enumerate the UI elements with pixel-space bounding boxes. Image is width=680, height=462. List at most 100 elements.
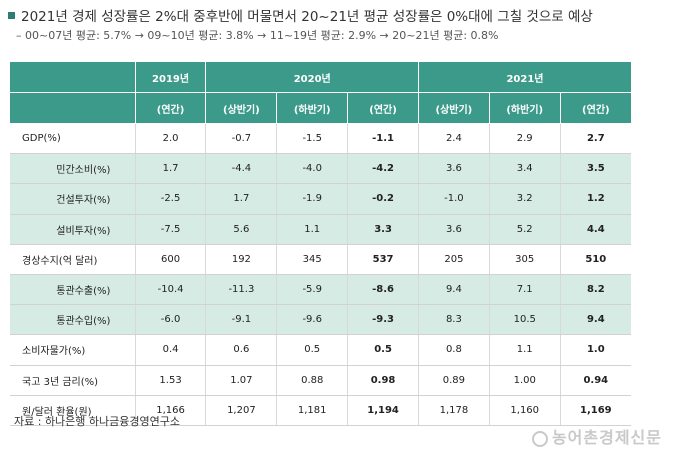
value-cell: 1,160 bbox=[489, 395, 561, 426]
watermark: 농어촌경제신문 bbox=[531, 424, 662, 448]
value-cell: 4.4 bbox=[560, 214, 631, 245]
value-cell: -0.2 bbox=[347, 183, 419, 215]
row-label: 민간소비(%) bbox=[10, 153, 136, 185]
value-cell: 3.6 bbox=[418, 214, 490, 245]
value-cell: 0.98 bbox=[347, 365, 419, 396]
value-cell: 537 bbox=[347, 244, 419, 275]
value-cell: 600 bbox=[135, 244, 207, 275]
value-cell: 0.88 bbox=[276, 365, 349, 396]
row-label: 설비투자(%) bbox=[10, 214, 136, 245]
value-cell: 305 bbox=[489, 244, 561, 275]
value-cell: 2.0 bbox=[135, 123, 207, 155]
value-cell: 1.2 bbox=[560, 183, 631, 215]
value-cell: 2.7 bbox=[560, 123, 631, 155]
table-body: GDP(%) 2.0 -0.7 -1.5 -1.1 2.4 2.9 2.7 민간소비(%) 1.7… bbox=[10, 123, 631, 426]
value-cell: 9.4 bbox=[560, 304, 631, 336]
value-cell: 0.6 bbox=[205, 334, 278, 366]
value-cell: 3.3 bbox=[347, 214, 419, 245]
newspaper-logo-icon bbox=[531, 430, 548, 447]
value-cell: -11.3 bbox=[205, 274, 278, 306]
value-cell: 9.4 bbox=[418, 274, 490, 306]
value-cell: 3.4 bbox=[489, 153, 561, 185]
value-cell: 1,178 bbox=[418, 395, 490, 426]
value-cell: 1.1 bbox=[276, 214, 349, 245]
corner-cell bbox=[10, 92, 136, 124]
value-cell: 3.2 bbox=[489, 183, 561, 215]
value-cell: 0.94 bbox=[560, 365, 631, 396]
value-cell: 192 bbox=[205, 244, 278, 275]
period-header: (상반기) bbox=[418, 92, 490, 124]
period-header: (상반기) bbox=[205, 92, 278, 124]
value-cell: -4.4 bbox=[205, 153, 278, 185]
value-cell: -6.0 bbox=[135, 304, 207, 336]
headline: 2021년 경제 성장률은 2%대 중후반에 머물면서 20~21년 평균 성장… bbox=[8, 5, 593, 25]
value-cell: -9.6 bbox=[276, 304, 349, 336]
value-cell: -7.5 bbox=[135, 214, 207, 245]
row-label: 소비자물가(%) bbox=[10, 334, 136, 366]
year-header-row: 2019년 2020년 2021년 bbox=[10, 62, 631, 93]
source-note: 자료 : 하나은행 하나금융경영연구소 bbox=[14, 415, 180, 428]
value-cell: 345 bbox=[276, 244, 349, 275]
row-label: 국고 3년 금리(%) bbox=[10, 365, 136, 396]
headline-text: 2021년 경제 성장률은 2%대 중후반에 머물면서 20~21년 평균 성장… bbox=[21, 9, 593, 25]
value-cell: 0.4 bbox=[135, 334, 207, 366]
row-label: 건설투자(%) bbox=[10, 183, 136, 215]
table-row: GDP(%) 2.0 -0.7 -1.5 -1.1 2.4 2.9 2.7 bbox=[10, 123, 631, 155]
forecast-table: 2019년 2020년 2021년 (연간) (상반기) (하반기) (연간) … bbox=[10, 62, 631, 426]
value-cell: -4.0 bbox=[276, 153, 349, 185]
watermark-text: 농어촌경제신문 bbox=[551, 428, 662, 447]
value-cell: 1,166 bbox=[135, 395, 207, 426]
value-cell: 1.0 bbox=[560, 334, 631, 366]
year-header: 2021년 bbox=[418, 62, 631, 93]
value-cell: 1.53 bbox=[135, 365, 207, 396]
value-cell: 1.1 bbox=[489, 334, 561, 366]
period-header-row: (연간) (상반기) (하반기) (연간) (상반기) (하반기) (연간) bbox=[10, 92, 631, 124]
value-cell: -8.6 bbox=[347, 274, 419, 306]
value-cell: 2.9 bbox=[489, 123, 561, 155]
value-cell: 1,194 bbox=[347, 395, 419, 426]
value-cell: -1.1 bbox=[347, 123, 419, 155]
table-row: 소비자물가(%) 0.4 0.6 0.5 0.5 0.8 1.1 1.0 bbox=[10, 334, 631, 366]
value-cell: -1.0 bbox=[418, 183, 490, 215]
value-cell: 8.3 bbox=[418, 304, 490, 336]
period-header: (하반기) bbox=[276, 92, 349, 124]
table-row: 민간소비(%) 1.7 -4.4 -4.0 -4.2 3.6 3.4 3.5 bbox=[10, 153, 631, 185]
row-label: 경상수지(억 달러) bbox=[10, 244, 136, 275]
value-cell: 0.5 bbox=[347, 334, 419, 366]
value-cell: 5.2 bbox=[489, 214, 561, 245]
row-label: GDP(%) bbox=[10, 123, 136, 155]
value-cell: 5.6 bbox=[205, 214, 278, 245]
value-cell: -1.5 bbox=[276, 123, 349, 155]
value-cell: 0.5 bbox=[276, 334, 349, 366]
value-cell: -4.2 bbox=[347, 153, 419, 185]
value-cell: 0.89 bbox=[418, 365, 490, 396]
row-label: 통관수출(%) bbox=[10, 274, 136, 306]
value-cell: 205 bbox=[418, 244, 490, 275]
year-header: 2020년 bbox=[205, 62, 419, 93]
value-cell: 510 bbox=[560, 244, 631, 275]
corner-cell bbox=[10, 62, 136, 93]
table-row: 통관수출(%) -10.4 -11.3 -5.9 -8.6 9.4 7.1 8.2 bbox=[10, 274, 631, 306]
table-row: 설비투자(%) -7.5 5.6 1.1 3.3 3.6 5.2 4.4 bbox=[10, 214, 631, 245]
square-bullet-icon bbox=[8, 11, 15, 19]
table-row: 건설투자(%) -2.5 1.7 -1.9 -0.2 -1.0 3.2 1.2 bbox=[10, 183, 631, 215]
value-cell: 10.5 bbox=[489, 304, 561, 336]
value-cell: -2.5 bbox=[135, 183, 207, 215]
table-row: 국고 3년 금리(%) 1.53 1.07 0.88 0.98 0.89 1.00 0.94 bbox=[10, 365, 631, 396]
value-cell: 1,181 bbox=[276, 395, 349, 426]
value-cell: 1.7 bbox=[135, 153, 207, 185]
period-header: (하반기) bbox=[489, 92, 561, 124]
value-cell: 3.5 bbox=[560, 153, 631, 185]
row-label: 통관수입(%) bbox=[10, 304, 136, 336]
row-label: 원/달러 환율(원) bbox=[10, 395, 136, 426]
table-row: 원/달러 환율(원) 1,166 1,207 1,181 1,194 1,178 1,160… bbox=[10, 395, 631, 426]
value-cell: -0.7 bbox=[205, 123, 278, 155]
table-row: 경상수지(억 달러) 600 192 345 537 205 305 510 bbox=[10, 244, 631, 275]
subline: – 00~07년 평균: 5.7% → 09~10년 평균: 3.8% → 11… bbox=[16, 29, 499, 42]
period-header: (연간) bbox=[347, 92, 419, 124]
year-header: 2019년 bbox=[135, 62, 207, 93]
value-cell: 7.1 bbox=[489, 274, 561, 306]
value-cell: 1,207 bbox=[205, 395, 278, 426]
value-cell: 1,169 bbox=[560, 395, 631, 426]
value-cell: -1.9 bbox=[276, 183, 349, 215]
